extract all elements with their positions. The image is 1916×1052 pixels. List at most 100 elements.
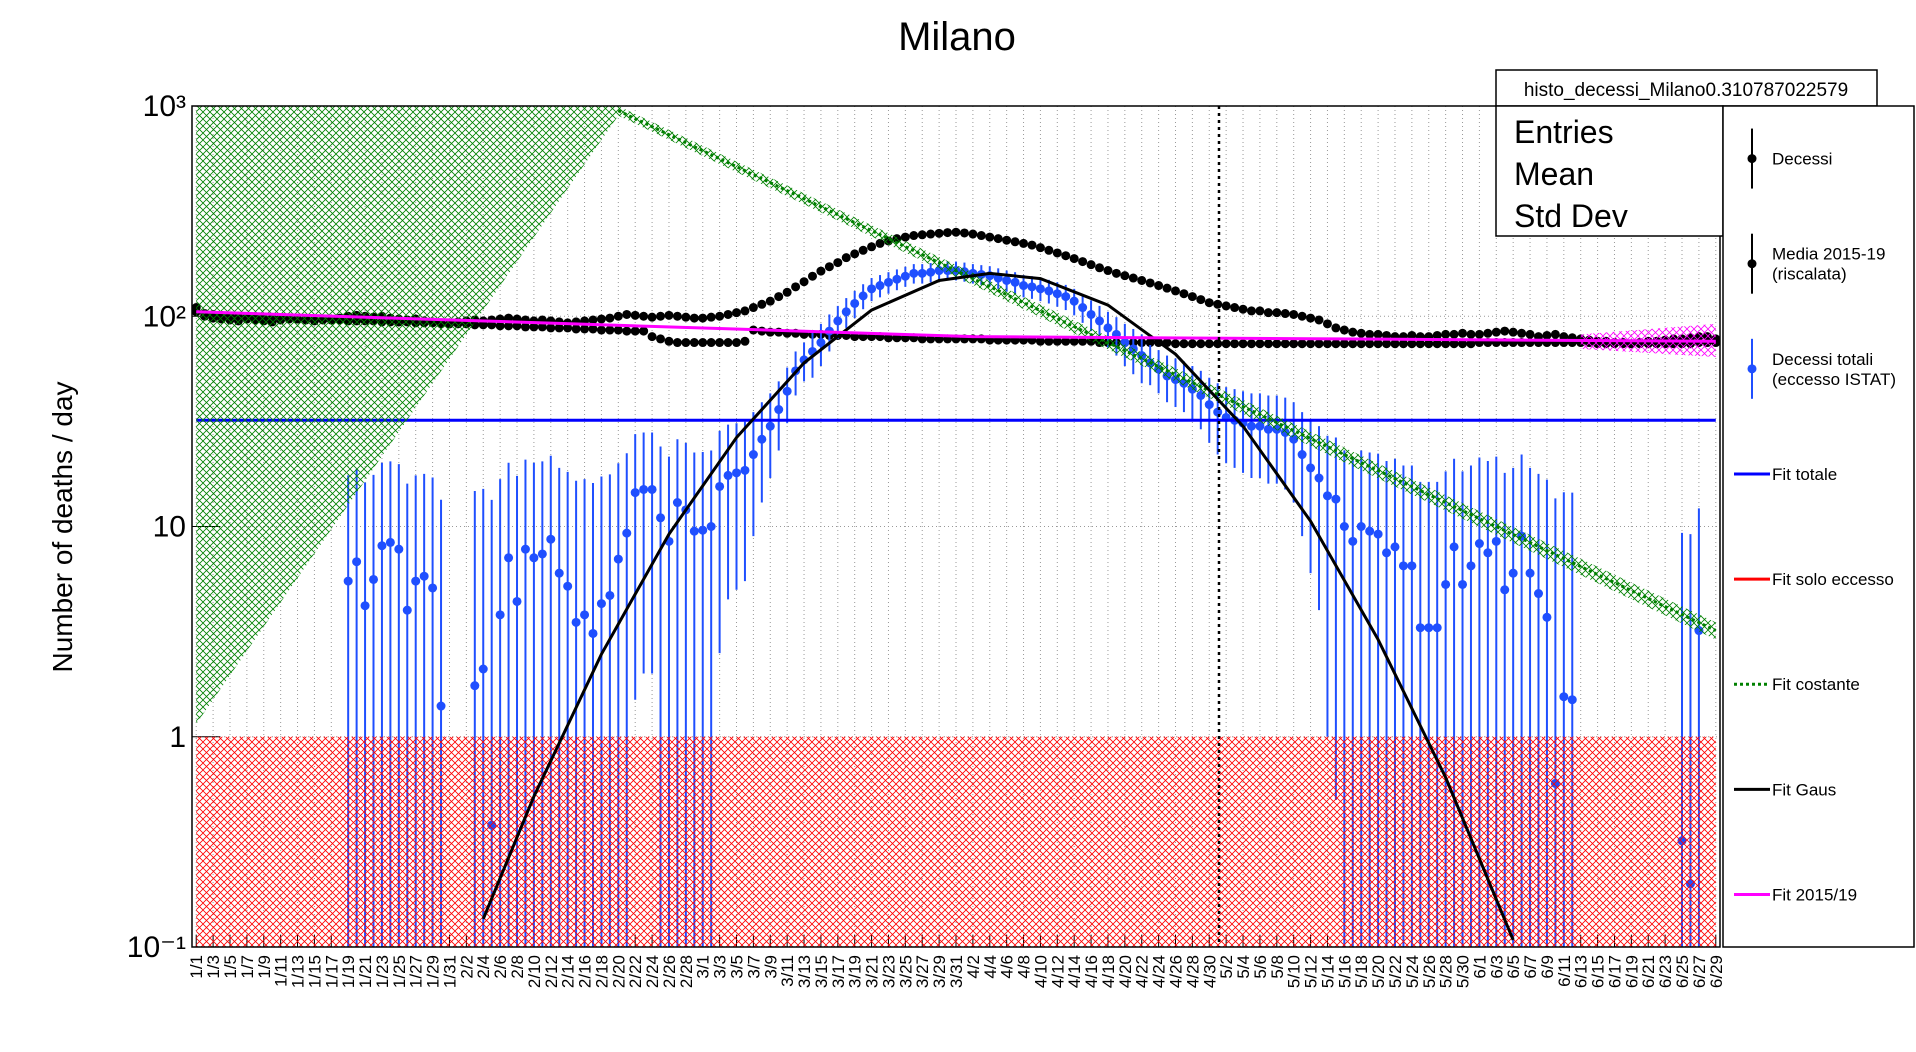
data-point <box>909 231 919 241</box>
data-point <box>732 338 742 348</box>
plot-frame <box>191 105 1721 948</box>
data-point <box>1525 568 1535 578</box>
x-tick-label: 3/3 <box>711 955 730 979</box>
data-point <box>639 326 649 336</box>
data-point <box>385 537 395 547</box>
legend-swatch <box>1747 364 1757 374</box>
data-point <box>706 312 716 322</box>
data-point <box>377 541 387 551</box>
data-point <box>1542 330 1552 340</box>
x-tick-label: 6/15 <box>1589 955 1608 988</box>
data-point <box>605 313 615 323</box>
data-point <box>512 596 522 606</box>
data-point <box>1491 536 1501 546</box>
data-point <box>369 574 379 584</box>
data-point <box>1272 308 1282 318</box>
data-point <box>1280 309 1290 319</box>
legend-label: Decessi totali (eccesso ISTAT) <box>1772 350 1896 389</box>
data-point <box>1533 589 1543 599</box>
data-point <box>816 338 826 348</box>
data-point <box>571 617 581 627</box>
data-point <box>1424 339 1434 349</box>
data-point <box>1314 339 1324 349</box>
data-point <box>1390 542 1400 552</box>
data-point <box>360 601 370 611</box>
data-point <box>1322 319 1332 329</box>
data-point <box>765 296 775 306</box>
data-point <box>715 338 725 348</box>
x-tick-label: 6/19 <box>1622 955 1641 988</box>
data-point <box>664 336 674 346</box>
data-point <box>580 324 590 334</box>
data-point <box>504 553 514 563</box>
data-point <box>1331 494 1341 504</box>
x-tick-label: 4/4 <box>981 955 1000 979</box>
data-point <box>1010 277 1020 287</box>
data-point <box>816 266 826 276</box>
data-point <box>647 312 657 322</box>
data-point <box>1187 292 1197 302</box>
data-point <box>1061 336 1071 346</box>
data-point <box>1035 284 1045 294</box>
x-tick-label: 3/13 <box>795 955 814 988</box>
legend-label: Fit 2015/19 <box>1772 885 1857 904</box>
data-point <box>681 312 691 322</box>
data-point <box>613 554 623 564</box>
x-tick-label: 5/22 <box>1386 955 1405 988</box>
data-point <box>622 528 632 538</box>
data-point <box>1187 339 1197 349</box>
data-point <box>1027 240 1037 250</box>
data-point <box>1263 424 1273 434</box>
data-point <box>1398 561 1408 571</box>
data-point <box>1280 339 1290 349</box>
data-point <box>1061 292 1071 302</box>
data-point <box>698 313 708 323</box>
data-point <box>1441 329 1451 339</box>
x-tick-label: 5/18 <box>1352 955 1371 988</box>
x-tick-label: 5/8 <box>1268 955 1287 979</box>
data-point <box>1289 309 1299 319</box>
data-point <box>402 605 412 615</box>
data-point <box>1373 339 1383 349</box>
data-point <box>1466 339 1476 349</box>
data-point <box>495 321 505 331</box>
data-point <box>698 525 708 535</box>
x-tick-label: 5/24 <box>1403 955 1422 988</box>
x-tick-label: 1/17 <box>322 955 341 988</box>
y-tick-label: 10³ <box>143 90 186 123</box>
data-point <box>546 534 556 544</box>
x-tick-label: 6/1 <box>1470 955 1489 979</box>
data-point <box>1382 548 1392 558</box>
data-point <box>1449 329 1459 339</box>
data-point <box>732 308 742 318</box>
data-point <box>630 310 640 320</box>
data-point <box>951 227 961 237</box>
data-point <box>1230 303 1240 313</box>
data-point <box>1078 336 1088 346</box>
data-point <box>672 498 682 508</box>
x-tick-label: 6/7 <box>1521 955 1540 979</box>
data-point <box>1491 327 1501 337</box>
x-tick-label: 3/25 <box>896 955 915 988</box>
data-point <box>1306 339 1316 349</box>
data-point <box>504 321 514 331</box>
data-point <box>824 262 834 272</box>
data-point <box>1120 271 1130 281</box>
x-tick-label: 1/11 <box>272 955 291 987</box>
data-point <box>706 522 716 531</box>
x-tick-label: 5/30 <box>1454 955 1473 988</box>
data-point <box>1170 286 1180 296</box>
x-tick-label: 1/27 <box>407 955 426 988</box>
legend-label: Fit solo eccesso <box>1772 570 1894 589</box>
x-tick-label: 5/2 <box>1217 955 1236 979</box>
data-point <box>993 234 1003 244</box>
data-point <box>774 292 784 302</box>
plot-area <box>192 105 1720 948</box>
x-tick-label: 1/19 <box>339 955 358 988</box>
x-tick-label: 1/31 <box>440 955 459 988</box>
data-point <box>943 228 953 238</box>
y-tick-label: 1 <box>169 721 186 754</box>
x-tick-label: 5/16 <box>1335 955 1354 988</box>
data-point <box>1297 339 1307 349</box>
